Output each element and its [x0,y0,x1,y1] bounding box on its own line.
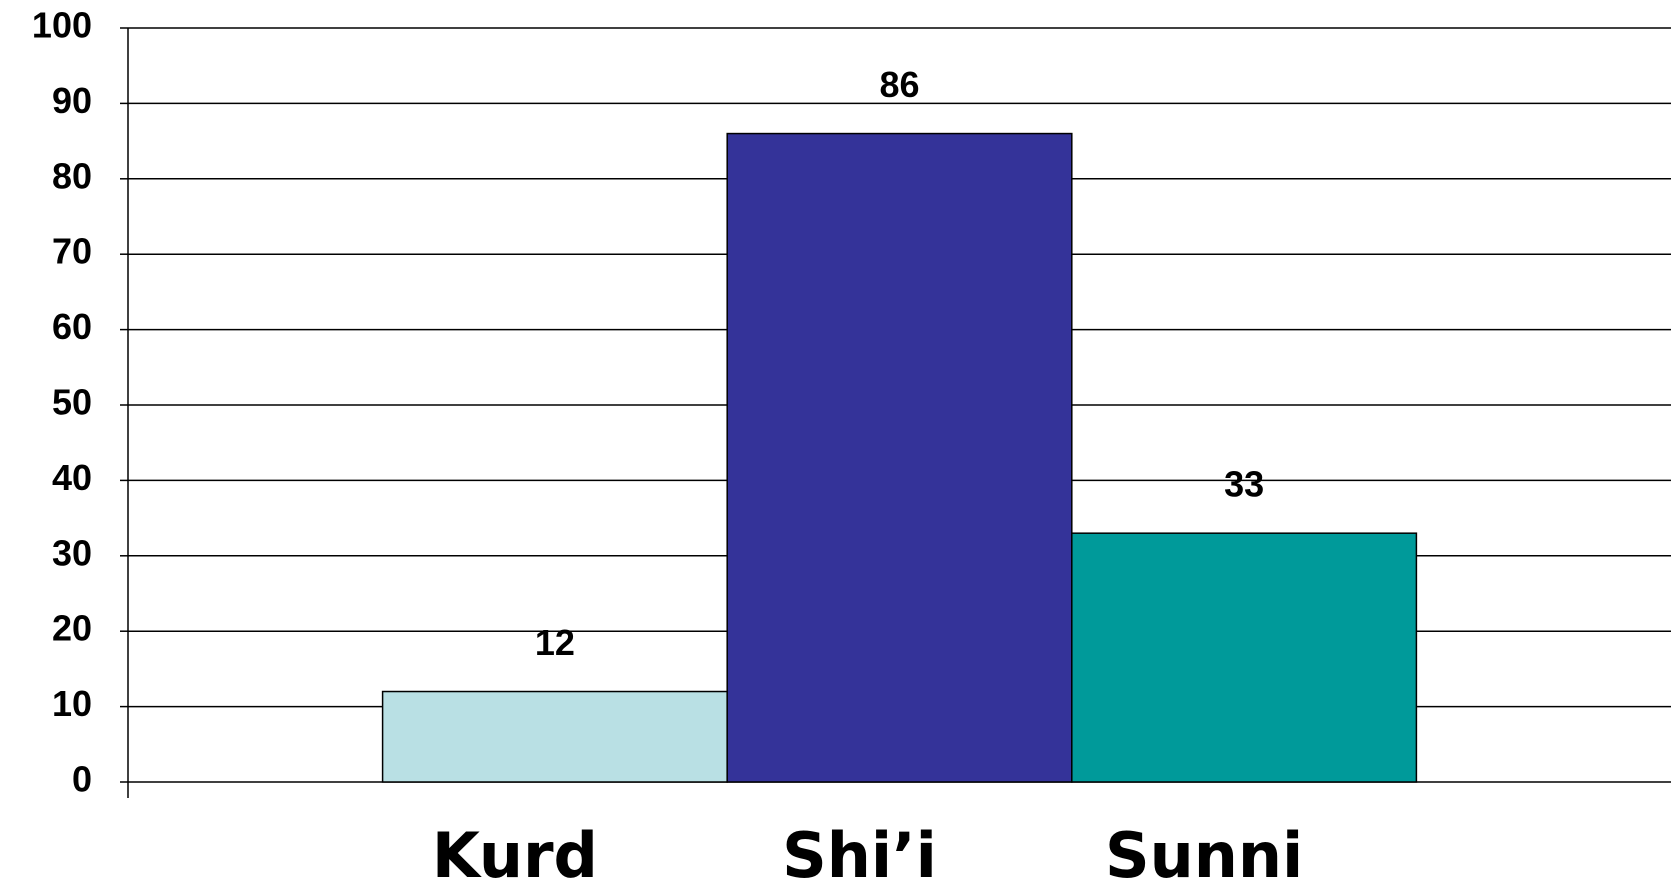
x-tick-label: Shi’i [782,819,937,891]
y-tick-label: 50 [52,382,92,423]
y-tick-label: 10 [52,683,92,724]
y-tick-label: 20 [52,608,92,649]
y-tick-label: 100 [32,5,92,46]
x-tick-label: Sunni [1105,819,1303,891]
bar [1071,532,1418,783]
y-tick-label: 90 [52,80,92,121]
x-tick-label: Kurd [432,819,598,891]
bar [381,690,728,783]
y-tick-label: 80 [52,155,92,196]
bar [726,132,1073,783]
value-label: 33 [1224,464,1264,505]
value-label: 86 [879,64,919,105]
value-label: 12 [535,622,575,663]
y-tick-label: 60 [52,306,92,347]
y-tick-label: 30 [52,532,92,573]
y-tick-label: 0 [72,759,92,800]
y-tick-label: 70 [52,231,92,272]
y-tick-label: 40 [52,457,92,498]
